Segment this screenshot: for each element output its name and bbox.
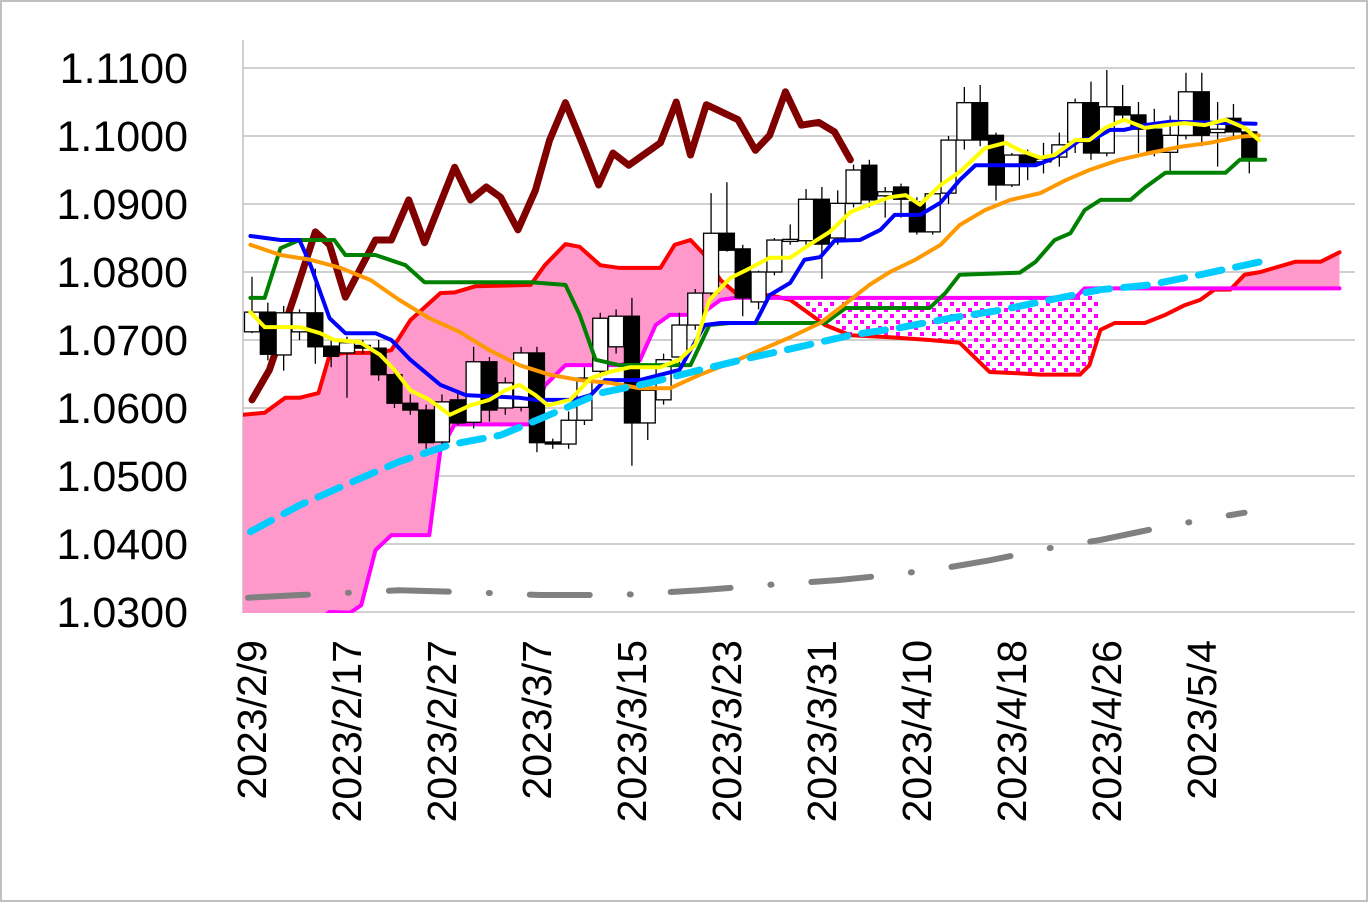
moving-average-lines [245, 117, 1268, 601]
tenkan-line [248, 119, 1258, 402]
candle-up [275, 312, 292, 356]
y-tick-label: 1.1000 [56, 113, 188, 161]
candle-down [417, 409, 435, 444]
x-tick-label: 2023/4/26 [1084, 640, 1130, 822]
x-tick-label: 2023/3/7 [514, 640, 560, 800]
x-tick-label: 2023/4/10 [894, 640, 940, 822]
ma-longest-line [245, 509, 1248, 601]
y-tick-label: 1.0900 [56, 181, 188, 229]
candle-down [718, 232, 736, 251]
y-tick-label: 1.0600 [56, 385, 188, 433]
candle-down [972, 102, 989, 141]
candle-down [544, 441, 561, 445]
chikou-line [248, 88, 854, 404]
candle-down [259, 311, 276, 355]
candle-down [1082, 102, 1100, 154]
candle-up [877, 191, 894, 197]
y-tick-label: 1.0800 [56, 249, 188, 297]
candle-up [465, 361, 482, 423]
candle-up [782, 238, 799, 243]
y-tick-label: 1.0700 [56, 317, 188, 365]
candle-down [402, 402, 419, 411]
y-tick-label: 1.0300 [56, 589, 188, 637]
candle-up [845, 169, 862, 204]
candle-up [797, 198, 815, 242]
candle-up [1209, 128, 1226, 134]
candle-up [560, 419, 577, 445]
candle-down [861, 164, 878, 201]
ma-long-line [246, 258, 1264, 536]
y-axis: 1.0300 1.0400 1.0500 1.0600 1.0700 1.0800 1.09… [56, 45, 188, 637]
candle-up [702, 232, 720, 294]
y-tick-label: 1.1100 [60, 45, 188, 93]
y-tick-label: 1.0500 [56, 453, 188, 501]
candle-down [386, 374, 403, 404]
candle-up [687, 292, 704, 326]
x-tick-label: 2023/2/27 [419, 640, 465, 822]
candle-down [908, 201, 926, 233]
x-tick-label: 2023/2/17 [324, 640, 370, 822]
x-tick-label: 2023/3/23 [704, 640, 750, 822]
x-tick-label: 2023/3/31 [799, 640, 845, 822]
candle-up [750, 271, 767, 303]
x-tick-label: 2023/5/4 [1179, 640, 1225, 800]
candle-up [1003, 154, 1020, 186]
candle-down [322, 345, 340, 357]
cloud-bullish-area [243, 240, 781, 613]
candle-up [607, 315, 625, 348]
candle-down [1146, 128, 1163, 153]
candle-down [1114, 106, 1131, 116]
x-tick-label: 2023/4/18 [989, 640, 1035, 822]
candle-up [639, 389, 656, 424]
kijun-line [248, 157, 1268, 368]
ma-mid-line [248, 133, 1261, 391]
candle-down [1193, 91, 1210, 136]
candlesticks [243, 70, 1258, 466]
y-tick-label: 1.0400 [56, 521, 188, 569]
candle-up [1177, 91, 1195, 136]
candle-up [1067, 102, 1084, 143]
candle-up [956, 102, 973, 141]
candle-up [338, 342, 356, 354]
x-tick-label: 2023/2/9 [229, 640, 275, 800]
x-tick-label: 2023/3/15 [609, 640, 655, 822]
cloud-bullish-area [1231, 252, 1340, 289]
ma-short-line [248, 117, 1261, 417]
x-axis: 2023/2/9 2023/2/17 2023/2/27 2023/3/7 2023/3… [229, 640, 1225, 822]
gridlines [242, 40, 1355, 613]
